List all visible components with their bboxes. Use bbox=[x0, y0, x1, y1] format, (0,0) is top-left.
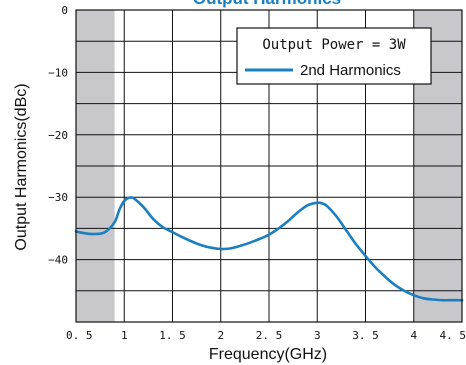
chart-title: Output Harmonics bbox=[193, 0, 341, 8]
legend-condition: Output Power = 3W bbox=[262, 37, 406, 53]
y-tick-labels: 0 −10 −20 −30 −40 bbox=[48, 4, 68, 267]
y-tick-label: −20 bbox=[48, 129, 68, 142]
x-tick-label: 2. 5 bbox=[256, 329, 283, 342]
x-axis-label: Frequency(GHz) bbox=[209, 346, 327, 363]
series-layer bbox=[74, 196, 464, 302]
y-tick-label: −40 bbox=[48, 254, 68, 267]
x-tick-label: 4 bbox=[410, 329, 417, 342]
x-tick-label: 3. 5 bbox=[352, 329, 379, 342]
x-tick-label: 2 bbox=[217, 329, 224, 342]
x-tick-label: 0. 5 bbox=[66, 329, 93, 342]
series-line-2nd-harmonics bbox=[74, 196, 464, 302]
y-tick-label: 0 bbox=[61, 4, 68, 17]
y-tick-label: −30 bbox=[48, 191, 68, 204]
legend: Output Power = 3W 2nd Harmonics bbox=[236, 27, 432, 85]
legend-box bbox=[236, 27, 432, 85]
x-tick-label: 1. 5 bbox=[159, 329, 186, 342]
x-tick-label: 1 bbox=[121, 329, 128, 342]
plot-frame bbox=[75, 9, 463, 323]
x-tick-labels: 0. 5 1 1. 5 2 2. 5 3 3. 5 4 4. 5 bbox=[66, 329, 466, 342]
x-tick-label: 4. 5 bbox=[440, 329, 466, 342]
y-axis-label: Output Harmonics(dBc) bbox=[13, 83, 30, 250]
x-tick-label: 3 bbox=[314, 329, 321, 342]
legend-entry-2nd-harmonics: 2nd Harmonics bbox=[300, 62, 401, 79]
y-tick-label: −10 bbox=[48, 66, 68, 79]
